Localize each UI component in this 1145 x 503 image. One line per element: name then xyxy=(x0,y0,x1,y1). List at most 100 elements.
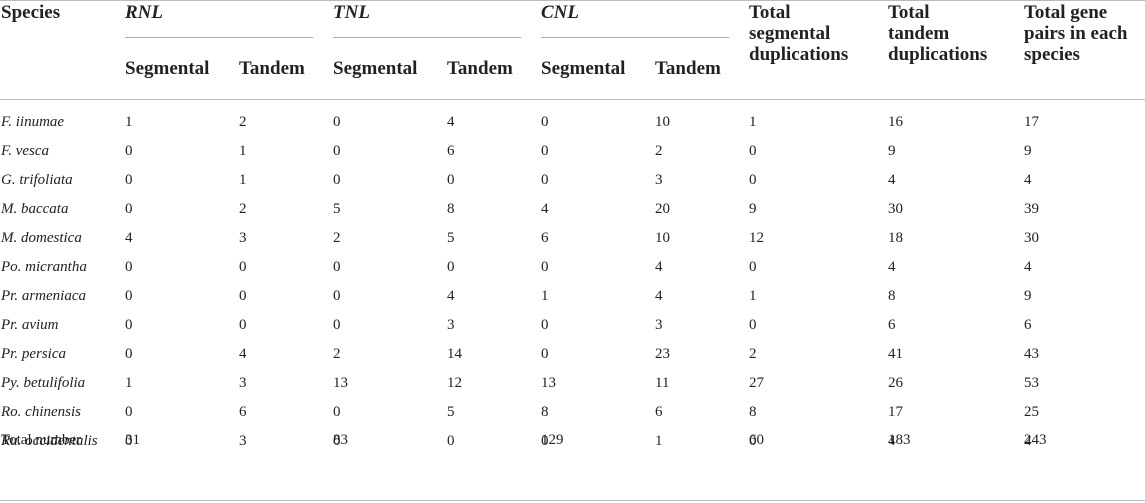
cell-tnl-tandem: 0 xyxy=(447,172,455,188)
cell-cnl-tandem: 4 xyxy=(655,259,663,275)
cell-total-segmental: 9 xyxy=(749,201,757,217)
cell-rnl-segmental: 1 xyxy=(125,375,133,391)
header-cnl-segmental: Segmental xyxy=(541,58,626,79)
total-label: Total number xyxy=(1,432,82,448)
total-tandem: 183 xyxy=(888,432,911,448)
cell-cnl-segmental: 0 xyxy=(541,317,549,333)
species-name: M. domestica xyxy=(1,230,82,246)
species-name: Po. micrantha xyxy=(1,259,87,275)
cell-rnl-segmental: 1 xyxy=(125,114,133,130)
cell-total-segmental: 1 xyxy=(749,114,757,130)
cell-total-segmental: 0 xyxy=(749,433,757,449)
header-total-seg-line3: duplications xyxy=(749,44,849,65)
cell-rnl-segmental: 0 xyxy=(125,259,133,275)
cell-rnl-tandem: 0 xyxy=(239,317,247,333)
cell-total-segmental: 0 xyxy=(749,317,757,333)
header-total-pairs-line3: species xyxy=(1024,44,1080,65)
table-top-rule xyxy=(0,0,1145,1)
table-row: F. vesca 0 1 0 6 0 2 0 9 9 xyxy=(0,143,1145,172)
header-total-pairs-line1: Total gene xyxy=(1024,2,1108,23)
header-total-gene-pairs: Total gene pairs in each species xyxy=(1024,2,1127,65)
cell-rnl-tandem: 2 xyxy=(239,114,247,130)
cell-tnl-segmental: 13 xyxy=(333,375,348,391)
cell-tnl-tandem: 6 xyxy=(447,143,455,159)
cell-cnl-segmental: 8 xyxy=(541,404,549,420)
cell-tnl-segmental: 0 xyxy=(333,172,341,188)
cell-cnl-segmental: 1 xyxy=(541,288,549,304)
species-name: Pr. armeniaca xyxy=(1,288,86,304)
cell-cnl-segmental: 0 xyxy=(541,143,549,159)
cell-tnl-tandem: 5 xyxy=(447,230,455,246)
cell-total-gene-pairs: 4 xyxy=(1024,433,1032,449)
species-name: G. trifoliata xyxy=(1,172,73,188)
cell-tnl-tandem: 5 xyxy=(447,404,455,420)
cell-rnl-segmental: 0 xyxy=(125,288,133,304)
cell-cnl-segmental: 4 xyxy=(541,201,549,217)
cell-rnl-tandem: 3 xyxy=(239,433,247,449)
species-name: F. vesca xyxy=(1,143,50,159)
cell-rnl-tandem: 4 xyxy=(239,346,247,362)
header-species: Species xyxy=(1,2,61,23)
cell-cnl-tandem: 6 xyxy=(655,404,663,420)
cell-cnl-segmental: 13 xyxy=(541,375,556,391)
cell-cnl-tandem: 4 xyxy=(655,288,663,304)
cell-cnl-tandem: 10 xyxy=(655,230,670,246)
cell-total-segmental: 0 xyxy=(749,259,757,275)
cell-cnl-segmental: 6 xyxy=(541,230,549,246)
cell-total-tandem: 4 xyxy=(888,172,896,188)
header-tnl: TNL xyxy=(333,2,370,23)
cell-total-segmental: 0 xyxy=(749,143,757,159)
cell-tnl-tandem: 0 xyxy=(447,259,455,275)
cell-rnl-segmental: 0 xyxy=(125,404,133,420)
cell-tnl-tandem: 12 xyxy=(447,375,462,391)
cell-cnl-segmental: 0 xyxy=(541,346,549,362)
table-row: Pr. persica 0 4 2 14 0 23 2 41 43 xyxy=(0,346,1145,375)
cell-rnl-tandem: 2 xyxy=(239,201,247,217)
cell-cnl-tandem: 3 xyxy=(655,172,663,188)
cell-rnl-tandem: 0 xyxy=(239,259,247,275)
cell-cnl-segmental: 0 xyxy=(541,433,549,449)
header-total-tandem: Total tandem duplications xyxy=(888,2,987,65)
cell-cnl-tandem: 3 xyxy=(655,317,663,333)
table-row: Po. micrantha 0 0 0 0 0 4 0 4 4 xyxy=(0,259,1145,288)
cell-total-gene-pairs: 39 xyxy=(1024,201,1039,217)
cell-cnl-tandem: 11 xyxy=(655,375,670,391)
header-total-seg-line1: Total xyxy=(749,2,791,23)
cell-cnl-segmental: 0 xyxy=(541,114,549,130)
table-row: F. iinumae 1 2 0 4 0 10 1 16 17 xyxy=(0,114,1145,143)
cell-tnl-segmental: 2 xyxy=(333,346,341,362)
cell-total-segmental: 1 xyxy=(749,288,757,304)
cell-total-tandem: 41 xyxy=(888,346,903,362)
cell-tnl-segmental: 0 xyxy=(333,143,341,159)
species-name: F. iinumae xyxy=(1,114,65,130)
table-row: Pr. avium 0 0 0 3 0 3 0 6 6 xyxy=(0,317,1145,346)
cell-rnl-tandem: 0 xyxy=(239,288,247,304)
cell-cnl-tandem: 2 xyxy=(655,143,663,159)
cell-cnl-tandem: 23 xyxy=(655,346,670,362)
cell-tnl-segmental: 0 xyxy=(333,288,341,304)
total-tnl: 83 xyxy=(333,432,348,448)
header-total-tan-line3: duplications xyxy=(888,44,988,65)
cell-total-tandem: 17 xyxy=(888,404,903,420)
cell-total-segmental: 2 xyxy=(749,346,757,362)
table-row: Ru. occidentalis 0 3 0 0 0 1 0 4 4 xyxy=(0,433,1145,462)
cell-cnl-segmental: 0 xyxy=(541,259,549,275)
tnl-group-rule xyxy=(333,37,521,38)
cell-cnl-tandem: 1 xyxy=(655,433,663,449)
cell-total-segmental: 27 xyxy=(749,375,764,391)
cell-total-tandem: 4 xyxy=(888,433,896,449)
cell-tnl-segmental: 2 xyxy=(333,230,341,246)
cell-total-tandem: 30 xyxy=(888,201,903,217)
header-rnl-tandem: Tandem xyxy=(239,58,305,79)
cell-total-gene-pairs: 4 xyxy=(1024,259,1032,275)
header-tnl-tandem: Tandem xyxy=(447,58,513,79)
cell-tnl-tandem: 3 xyxy=(447,317,455,333)
cell-tnl-segmental: 0 xyxy=(333,317,341,333)
cell-total-tandem: 8 xyxy=(888,288,896,304)
cell-tnl-segmental: 0 xyxy=(333,433,341,449)
table-row: Ro. chinensis 0 6 0 5 8 6 8 17 25 xyxy=(0,404,1145,433)
cell-total-gene-pairs: 25 xyxy=(1024,404,1039,420)
table-row: Py. betulifolia 1 3 13 12 13 11 27 26 53 xyxy=(0,375,1145,404)
total-rnl: 31 xyxy=(125,432,140,448)
cell-tnl-segmental: 0 xyxy=(333,259,341,275)
